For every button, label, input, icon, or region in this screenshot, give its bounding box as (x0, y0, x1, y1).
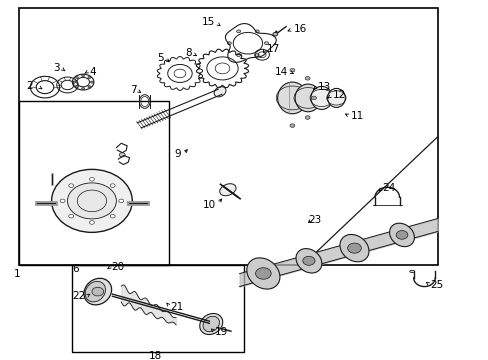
Ellipse shape (199, 314, 223, 334)
Circle shape (289, 68, 294, 72)
Circle shape (89, 221, 94, 224)
Ellipse shape (246, 258, 279, 289)
Ellipse shape (339, 234, 368, 262)
Ellipse shape (85, 282, 105, 302)
Text: 5: 5 (157, 53, 163, 63)
Circle shape (69, 184, 74, 188)
Text: 20: 20 (111, 262, 124, 272)
Circle shape (264, 42, 268, 45)
Ellipse shape (214, 87, 225, 97)
Circle shape (89, 177, 94, 181)
Text: 12: 12 (332, 90, 345, 100)
Circle shape (302, 256, 314, 265)
Text: 8: 8 (184, 48, 191, 58)
Text: 25: 25 (429, 280, 443, 290)
Text: 15: 15 (202, 17, 215, 27)
Circle shape (119, 153, 125, 157)
Text: 21: 21 (170, 302, 183, 312)
Text: 22: 22 (72, 291, 85, 301)
Circle shape (92, 287, 103, 296)
Text: 2: 2 (26, 81, 33, 91)
Ellipse shape (277, 82, 306, 114)
Bar (19, 8, 437, 265)
Text: 4: 4 (89, 67, 96, 77)
Circle shape (110, 184, 115, 188)
Ellipse shape (51, 169, 132, 233)
Ellipse shape (203, 316, 219, 332)
Circle shape (305, 116, 309, 119)
Ellipse shape (310, 86, 332, 109)
Circle shape (395, 231, 407, 239)
Ellipse shape (84, 278, 111, 305)
Circle shape (110, 214, 115, 218)
Circle shape (311, 96, 316, 100)
Circle shape (81, 75, 84, 77)
Text: 24: 24 (382, 183, 395, 193)
Text: 3: 3 (53, 63, 60, 73)
Circle shape (255, 30, 259, 33)
Circle shape (75, 76, 78, 78)
Circle shape (227, 42, 231, 45)
Text: 23: 23 (307, 215, 321, 225)
Circle shape (119, 199, 123, 203)
Text: 1: 1 (14, 269, 20, 279)
Text: 19: 19 (215, 327, 228, 337)
Circle shape (88, 86, 91, 88)
Ellipse shape (295, 249, 321, 273)
Text: 6: 6 (72, 264, 79, 274)
Circle shape (236, 30, 240, 33)
Circle shape (289, 124, 294, 127)
Ellipse shape (409, 270, 414, 273)
Circle shape (255, 54, 259, 57)
Text: 17: 17 (266, 44, 279, 54)
Ellipse shape (295, 84, 320, 112)
Text: 16: 16 (293, 24, 306, 34)
Text: 9: 9 (174, 149, 181, 159)
Circle shape (347, 243, 361, 253)
Text: 18: 18 (148, 351, 162, 360)
Circle shape (88, 76, 91, 78)
Text: 10: 10 (203, 200, 216, 210)
Circle shape (75, 86, 78, 88)
Text: 11: 11 (350, 111, 364, 121)
Circle shape (81, 87, 84, 90)
Circle shape (305, 77, 309, 80)
Circle shape (236, 54, 240, 57)
Text: 13: 13 (317, 82, 330, 92)
Circle shape (60, 199, 65, 203)
Circle shape (255, 268, 271, 279)
Circle shape (90, 81, 93, 83)
Circle shape (69, 214, 74, 218)
Ellipse shape (327, 89, 345, 107)
Circle shape (67, 183, 116, 219)
Bar (72, 265, 243, 352)
Text: 14: 14 (275, 67, 288, 77)
Ellipse shape (219, 184, 236, 196)
Bar (19, 101, 168, 265)
Circle shape (272, 32, 277, 36)
Circle shape (73, 81, 76, 83)
Text: 7: 7 (130, 85, 137, 95)
Ellipse shape (389, 223, 413, 247)
